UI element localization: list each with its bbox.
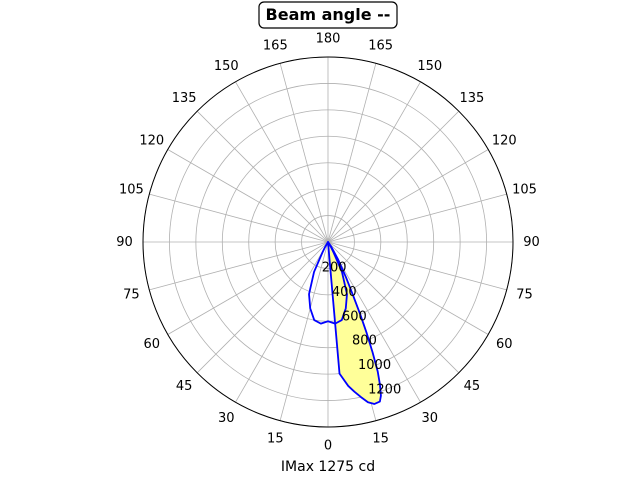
grid-spoke	[167, 149, 329, 243]
angle-tick-label: 135	[459, 91, 484, 106]
grid-spoke	[327, 241, 460, 374]
grid-spoke	[327, 193, 507, 243]
angle-tick-label: 45	[464, 379, 481, 394]
x-axis-label: IMax 1275 cd	[281, 459, 375, 475]
angle-tick-label: 150	[214, 59, 239, 74]
grid-spoke	[279, 63, 329, 243]
radial-tick-label: 200	[322, 260, 347, 275]
angle-tick-label: 180	[316, 32, 341, 47]
angle-tick-label: 120	[139, 133, 164, 148]
radial-tick-labels: 200 400 600 800 1000 1200	[322, 260, 402, 397]
grid-spoke	[327, 110, 460, 243]
curve-layer	[308, 241, 382, 405]
angle-tick-label: 165	[368, 38, 393, 53]
grid-spoke	[196, 110, 329, 243]
grid-spoke	[327, 241, 489, 335]
chart-title: Beam angle --	[266, 5, 391, 24]
grid-spoke	[149, 193, 329, 243]
series-line-1	[327, 241, 382, 405]
angle-tick-label: 105	[119, 182, 144, 197]
angle-tick-label: 120	[492, 133, 517, 148]
angle-tick-label: 15	[267, 432, 284, 447]
angle-tick-label: 150	[417, 59, 442, 74]
polar-frame-border	[142, 56, 514, 428]
angle-tick-labels: 0 15 30 45 60 75 90 105 120 135 150 165 180 165 150 135…	[116, 32, 540, 454]
radial-tick-label: 1000	[358, 358, 391, 373]
grid-spoke	[235, 81, 329, 243]
grid-spoke	[196, 241, 329, 374]
radial-tick-label: 800	[352, 334, 377, 349]
grid-spoke	[327, 63, 377, 243]
angle-tick-label: 90	[523, 235, 540, 250]
angle-tick-label: 135	[172, 91, 197, 106]
fill-layer	[328, 242, 381, 404]
grid-spoke	[167, 241, 329, 335]
radial-tick-label: 400	[332, 285, 357, 300]
grid-spoke	[327, 81, 421, 243]
grid-spoke	[279, 241, 329, 421]
grid-spoke	[327, 241, 507, 291]
angle-tick-label: 30	[421, 411, 438, 426]
radial-tick-label: 600	[342, 309, 367, 324]
angle-tick-label: 30	[218, 411, 235, 426]
angle-tick-label: 60	[143, 337, 160, 352]
angle-tick-label: 45	[176, 379, 193, 394]
grid-spoke	[235, 241, 329, 403]
radial-tick-label: 1200	[368, 383, 401, 398]
angle-tick-label: 90	[116, 235, 133, 250]
angle-tick-label: 75	[516, 288, 533, 303]
angle-tick-label: 105	[512, 182, 537, 197]
angle-tick-label: 75	[123, 288, 140, 303]
grid-spoke	[327, 149, 489, 243]
angle-tick-label: 165	[263, 38, 288, 53]
angle-tick-label: 15	[372, 432, 389, 447]
grid-spoke	[327, 241, 421, 403]
series-fill-1	[328, 242, 381, 404]
angle-tick-label: 60	[496, 337, 513, 352]
angle-tick-label: 0	[324, 439, 332, 454]
title-box: Beam angle --	[258, 1, 398, 29]
grid-spoke	[149, 241, 329, 291]
